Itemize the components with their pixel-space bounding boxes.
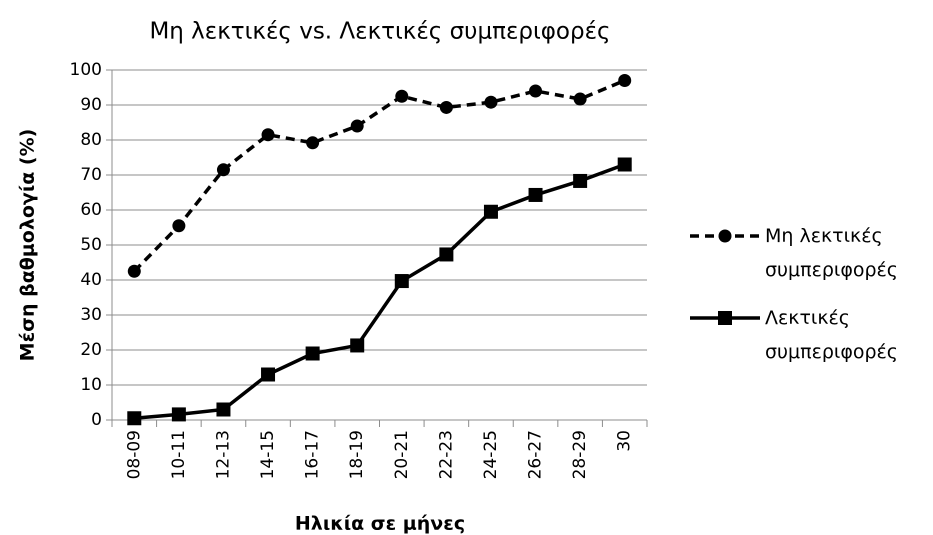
data-point: [484, 95, 498, 109]
data-point: [483, 204, 498, 219]
y-tick-label: 80: [80, 130, 102, 150]
data-point: [127, 264, 141, 278]
x-tick-label: 20-21: [392, 430, 412, 479]
y-tick-label: 100: [70, 60, 102, 80]
legend-label: Μη λεκτικές συμπεριφορές: [765, 225, 898, 281]
y-tick-label: 40: [80, 270, 102, 290]
data-point: [350, 338, 365, 353]
y-tick-label: 30: [80, 305, 102, 325]
chart-title: Μη λεκτικές vs. Λεκτικές συμπεριφορές: [149, 19, 610, 45]
x-tick-label: 08-09: [124, 430, 144, 479]
legend-marker: [718, 229, 732, 243]
data-point: [216, 163, 230, 177]
data-point: [618, 74, 632, 87]
x-tick-label: 30: [615, 430, 635, 452]
series: [127, 157, 632, 426]
y-tick-label: 50: [80, 235, 102, 255]
data-point: [350, 119, 364, 133]
data-point: [394, 274, 409, 289]
data-point: [261, 367, 276, 382]
data-point: [172, 219, 186, 233]
x-tick-label: 26-27: [526, 430, 546, 479]
x-tick-label: 28-29: [570, 430, 590, 479]
y-axis-label: Μέση βαθμολογία (%): [17, 129, 39, 362]
series-line: [133, 78, 626, 273]
series: [127, 74, 632, 278]
y-tick-label: 0: [91, 410, 102, 430]
data-point: [573, 173, 588, 188]
data-point: [306, 136, 320, 150]
y-tick-label: 70: [80, 165, 102, 185]
y-tick-label: 10: [80, 375, 102, 395]
data-point: [261, 128, 275, 142]
data-point: [573, 92, 587, 106]
legend-label: Λεκτικές συμπεριφορές: [765, 307, 898, 363]
x-axis-label: Ηλικία σε μήνες: [295, 513, 465, 535]
x-tick-label: 14-15: [258, 430, 278, 479]
data-point: [305, 346, 320, 361]
data-point: [529, 84, 543, 98]
data-point: [439, 247, 454, 262]
data-point: [617, 157, 632, 172]
data-point: [127, 411, 142, 426]
series-line: [134, 162, 626, 420]
data-point: [171, 407, 186, 422]
data-point: [528, 187, 543, 202]
data-point: [395, 89, 409, 103]
data-point: [439, 100, 453, 114]
x-tick-label: 16-17: [303, 430, 323, 479]
data-point: [216, 402, 231, 417]
x-tick-label: 12-13: [213, 430, 233, 479]
legend-marker: [718, 311, 732, 325]
x-tick-label: 24-25: [481, 430, 501, 479]
x-tick-label: 18-19: [347, 430, 367, 479]
x-tick-label: 10-11: [169, 430, 189, 479]
y-tick-label: 20: [80, 340, 102, 360]
x-tick-label: 22-23: [436, 430, 456, 479]
y-tick-label: 60: [80, 200, 102, 220]
y-tick-label: 90: [80, 95, 102, 115]
